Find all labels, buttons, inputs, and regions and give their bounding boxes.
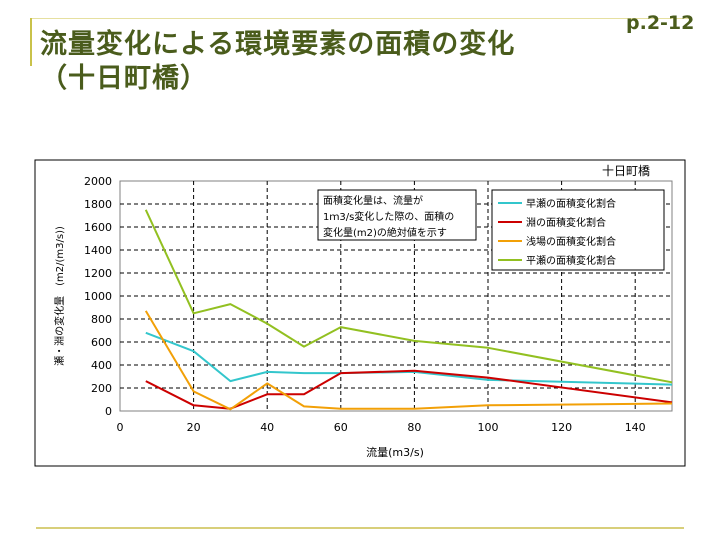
series-lines [144,209,673,411]
y-tick-label-800: 800 [91,313,112,326]
series-line-3 [144,310,673,411]
legend-label-1: 早瀬の面積変化割合 [526,197,616,210]
legend-label-3: 浅場の面積変化割合 [526,235,616,248]
y-tick-label-600: 600 [91,336,112,349]
x-tick-label-80: 80 [407,421,421,434]
chart-title: 十日町橋 [602,164,650,178]
legend-label-2: 淵の面積変化割合 [526,216,606,229]
slide-title: 流量変化による環境要素の面積の変化 （十日町橋） [40,28,515,96]
x-tick-label-100: 100 [478,421,499,434]
y-tick-label-1000: 1000 [84,290,112,303]
x-axis-title: 流量(m3/s) [366,445,424,459]
y-axis-title: 瀬・淵の変化量 (m2/(m3/s)) [53,226,66,366]
x-tick-label-0: 0 [117,421,124,434]
x-tick-label-60: 60 [334,421,348,434]
annotation-line-3: 変化量(m2)の絶対値を示す [323,226,447,239]
series-line-2 [145,369,673,410]
series-line-4 [144,209,673,384]
series-line-1 [145,331,673,386]
y-tick-label-400: 400 [91,359,112,372]
y-tick-label-1800: 1800 [84,198,112,211]
top-rule [30,18,690,19]
y-tick-label-1400: 1400 [84,244,112,257]
x-tick-label-20: 20 [187,421,201,434]
bottom-rule [36,527,684,529]
y-tick-label-1200: 1200 [84,267,112,280]
title-accent-bar [30,18,32,66]
x-tick-label-40: 40 [260,421,274,434]
x-tick-label-120: 120 [551,421,572,434]
axes: 0 200 400 600 800 1000 1200 1400 1600 1800 2000 0 20… [84,175,646,434]
y-tick-label-200: 200 [91,382,112,395]
page-number: p.2-12 [626,12,695,34]
annotation-box [317,189,477,241]
annotation-line-1: 面積変化量は、流量が [323,194,423,207]
y-tick-label-2000: 2000 [84,175,112,188]
annotation-line-2: 1ｍ3/s変化した際の、面積の [323,210,454,223]
slide-title-line2: （十日町橋） [40,63,208,94]
y-tick-label-1600: 1600 [84,221,112,234]
slide-title-line1: 流量変化による環境要素の面積の変化 [40,29,516,60]
y-tick-label-0: 0 [105,405,112,418]
x-tick-label-140: 140 [625,421,646,434]
legend-box [491,189,665,271]
legend-label-4: 平瀬の面積変化割合 [526,254,616,267]
